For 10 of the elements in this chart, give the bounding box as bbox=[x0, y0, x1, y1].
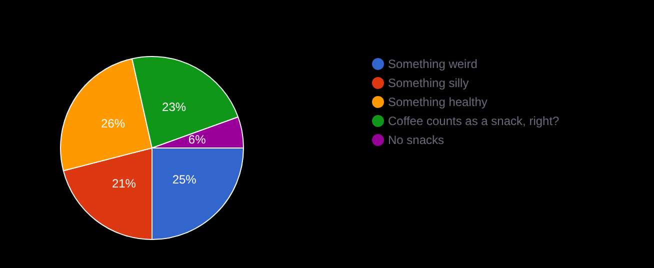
legend-label: Something silly bbox=[388, 76, 469, 90]
data-label: 21% bbox=[112, 176, 136, 190]
legend-label: No snacks bbox=[388, 132, 444, 146]
data-label: 25% bbox=[172, 172, 197, 187]
data-label: 26% bbox=[100, 116, 126, 130]
data-label: 23% bbox=[162, 100, 186, 114]
data-label: 6% bbox=[188, 132, 206, 146]
legend-label: Something weird bbox=[388, 56, 478, 70]
legend-label: Coffee counts as a snack, right? bbox=[388, 114, 560, 128]
legend-label: Something healthy bbox=[388, 94, 488, 108]
